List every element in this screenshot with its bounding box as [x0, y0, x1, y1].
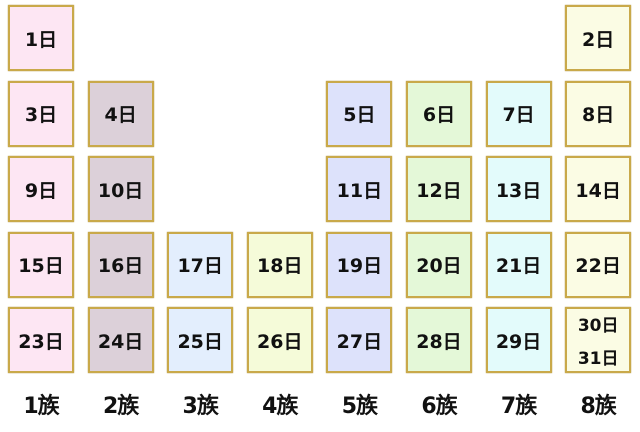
day-label: 17日: [177, 255, 223, 277]
day-cell: 10日: [87, 156, 154, 222]
day-label: 5日: [343, 104, 376, 126]
empty-slot: [167, 156, 233, 222]
day-label: 19日: [336, 255, 383, 277]
day-cell: 7日: [485, 80, 552, 147]
day-cell: 11日: [326, 156, 393, 222]
day-cell: 14日: [565, 156, 632, 222]
day-cell: 1日: [8, 5, 74, 71]
group-label: 7族: [500, 394, 537, 419]
day-label: 9日: [24, 179, 58, 202]
day-cell: 13日: [485, 156, 552, 222]
day-label: 25日: [177, 330, 223, 353]
day-label: 4日: [104, 104, 137, 126]
calendar-group-grid: 1日 2日 3日 4日 5日 6日 7日 8日 9日 10日 11日 12日 13日 14日 15日 16日 1…: [8, 5, 632, 373]
day-cell: 15日: [8, 231, 74, 298]
day-label: 24日: [97, 330, 144, 353]
group-label: 5族: [341, 394, 378, 419]
day-label: 15日: [18, 255, 64, 277]
empty-slot: [247, 5, 313, 71]
day-label: 20日: [416, 255, 462, 277]
day-cell: 16日: [87, 231, 154, 298]
day-label: 6日: [422, 104, 456, 126]
day-label: 10日: [97, 179, 144, 202]
day-cell: 29日: [485, 307, 552, 373]
empty-slot: [247, 81, 313, 147]
day-label: 27日: [336, 330, 383, 353]
day-cell: 17日: [167, 231, 234, 298]
day-cell: 21日: [485, 231, 552, 298]
day-cell: 5日: [326, 80, 393, 147]
day-cell: 23日: [8, 307, 74, 373]
day-cell: 12日: [405, 156, 472, 222]
day-cell: 30日 31日: [565, 307, 632, 373]
day-label: 8日: [582, 104, 615, 126]
empty-slot: [406, 5, 472, 71]
day-cell: 19日: [326, 231, 393, 298]
day-cell: 20日: [405, 231, 472, 298]
day-label: 2日: [582, 28, 615, 51]
day-cell: 25日: [167, 307, 234, 373]
day-label: 28日: [416, 330, 462, 353]
day-cell: 4日: [87, 80, 154, 147]
day-label: 14日: [575, 179, 621, 202]
day-label: 29日: [495, 330, 542, 353]
day-cell: 28日: [405, 307, 472, 373]
day-label: 1日: [24, 28, 58, 51]
day-label: 7日: [502, 104, 535, 126]
empty-slot: [167, 5, 233, 71]
group-label: 1族: [23, 394, 59, 419]
day-cell: 22日: [565, 231, 632, 298]
group-label: 6族: [421, 394, 457, 419]
day-label: 3日: [24, 104, 58, 126]
day-label: 18日: [257, 255, 303, 277]
empty-slot: [326, 5, 392, 71]
empty-slot: [247, 156, 313, 222]
group-label: 8族: [580, 394, 617, 419]
day-cell: 3日: [8, 80, 74, 147]
day-label: 30日: [577, 316, 619, 336]
day-label: 23日: [18, 330, 64, 353]
empty-slot: [88, 5, 154, 71]
day-label: 12日: [416, 179, 462, 202]
group-label: 4族: [262, 394, 298, 419]
group-labels: 1族 2族 3族 4族 5族 6族 7族 8族: [8, 388, 631, 420]
group-label: 3族: [182, 394, 219, 419]
day-label: 26日: [257, 330, 303, 353]
group-label: 2族: [102, 394, 139, 419]
day-cell: 18日: [246, 231, 313, 298]
day-label: 16日: [97, 255, 144, 277]
day-label: 21日: [495, 255, 542, 277]
day-label: 11日: [336, 179, 383, 202]
day-cell: 6日: [405, 80, 472, 147]
day-cell: 2日: [565, 5, 632, 71]
day-label: 13日: [495, 179, 542, 202]
day-label: 31日: [577, 349, 619, 369]
day-cell: 8日: [565, 80, 632, 147]
day-cell: 9日: [8, 156, 74, 222]
empty-slot: [167, 81, 233, 147]
day-cell: 26日: [246, 307, 313, 373]
day-cell: 24日: [87, 307, 154, 373]
day-cell: 27日: [326, 307, 393, 373]
day-label: 22日: [575, 255, 621, 277]
empty-slot: [486, 5, 552, 71]
